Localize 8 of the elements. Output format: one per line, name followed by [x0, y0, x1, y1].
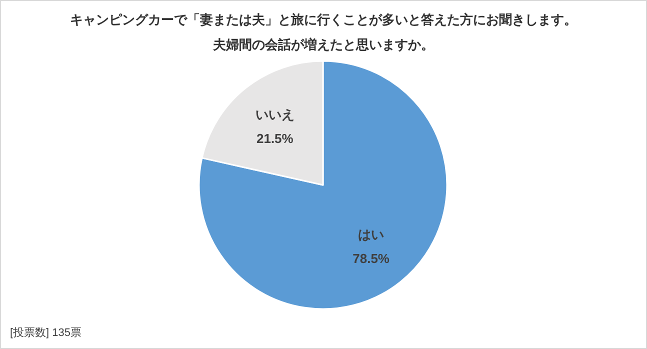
data-label: 21.5%	[256, 131, 294, 146]
slice-label: はい	[358, 227, 384, 242]
pie-slice	[198, 60, 448, 310]
chart-title: キャンピングカーで「妻または夫」と旅に行くことが多いと答えた方にお聞きします。	[70, 12, 577, 27]
text: [投票数] 135票	[10, 327, 82, 339]
slice-label: いいえ	[255, 107, 294, 122]
data-label: 78.5%	[352, 251, 390, 266]
chart-subtitle: 夫婦間の会話が増えたと思いますか。	[212, 37, 434, 52]
